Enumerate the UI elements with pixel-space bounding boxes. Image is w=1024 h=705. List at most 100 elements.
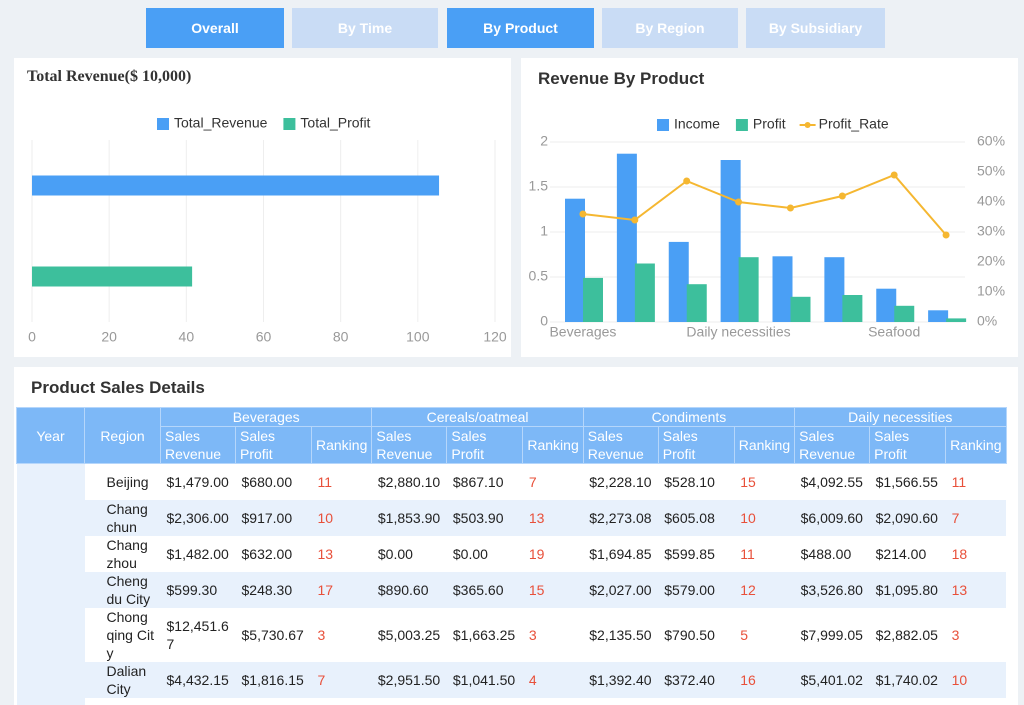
region-cell: Chengdu City [84, 572, 161, 608]
data-cell: 15 [740, 474, 756, 490]
group-header: Condiments [582, 407, 796, 427]
data-cell: $12,451.67 [166, 618, 229, 652]
region-cell: Changchun [84, 500, 161, 536]
data-cell: 13 [522, 500, 584, 536]
data-cell: 12 [734, 572, 795, 608]
table-row: Chongqing City $12,451.67 $5,730.67 3 $5,003… [17, 608, 1007, 662]
data-cell: $2,882.05 [875, 627, 938, 643]
product-panel: Revenue By Product 0 0.5 1 1.5 2 0% 10% 20% 30% 4… [521, 58, 1018, 357]
data-cell: 17 [523, 698, 583, 705]
data-cell: $2,090.60 [869, 500, 946, 536]
bar [634, 263, 655, 322]
data-cell: $365.60 [446, 572, 523, 608]
data-cell: $372.40 [658, 662, 735, 698]
data-cell: $6,009.60 [794, 500, 870, 536]
point [579, 210, 587, 218]
x-tick-label: 40 [179, 329, 195, 345]
table-row: Changchun $2,306.00 $917.00 10 $1,853.90 $503… [17, 500, 1006, 536]
point [786, 204, 794, 212]
data-cell: 18 [951, 546, 968, 562]
data-cell: 10 [734, 500, 795, 536]
sales-table: Year Region Beverages Cereals/oatmeal Condim… [16, 407, 1007, 705]
data-cell: $5,730.67 [241, 627, 304, 643]
legend-swatch [157, 118, 169, 130]
data-cell: $4,092.55 [800, 474, 863, 490]
data-cell: $1,482.00 [166, 546, 229, 562]
data-cell: $0.00 [870, 698, 946, 705]
data-cell: 3 [528, 627, 537, 643]
data-cell: $0.00 [795, 698, 870, 705]
chart: 0 20 40 60 80 100 120 Total_Revenue Total_Profit [28, 115, 507, 345]
data-cell: $214.00 [875, 546, 927, 562]
data-cell: $1,095.80 [869, 572, 946, 608]
data-cell: $2,880.10 [377, 474, 441, 490]
sub-header: Sales Revenue [582, 426, 659, 464]
data-cell: $2,273.08 [583, 500, 659, 536]
tab[interactable]: By Time [292, 8, 438, 48]
sub-header: Sales Revenue [371, 426, 448, 464]
data-cell: $3,526.80 [794, 572, 870, 608]
panel-title: Total Revenue($ 10,000) [27, 68, 192, 85]
data-cell: $488.00 [800, 546, 852, 562]
tab[interactable]: By Region [602, 8, 738, 48]
table-row: Changzhou $1,482.00 $632.00 13 $0.00 $0.00 19 $… [17, 536, 1007, 572]
point [735, 198, 743, 206]
bar [876, 288, 897, 322]
bar [946, 318, 967, 322]
point [890, 171, 898, 179]
header-row: Year Region Beverages Cereals/oatmeal Condim… [16, 407, 1007, 464]
revenue-panel: Total Revenue($ 10,000) 0 20 40 60 80 100 120 T… [14, 58, 511, 357]
x-tick-label: 120 [483, 329, 507, 345]
data-cell: $1,694.85 [589, 546, 652, 562]
table-row: Beijing $1,479.00 $680.00 11 $2,880.10 $867.1… [16, 463, 1007, 705]
data-cell: $5,401.02 [794, 662, 870, 698]
sub-header: Sales Profit [869, 426, 947, 464]
region-cell: Chongqing City [106, 609, 154, 661]
data-cell: 3 [951, 627, 960, 643]
x-tick-label: 0 [28, 329, 36, 345]
sub-header: Ranking [733, 426, 796, 464]
bar [32, 266, 193, 287]
y-tick-label: 2 [540, 133, 548, 149]
bar [616, 153, 637, 322]
data-cell: $867.10 [452, 474, 504, 490]
tab[interactable]: By Product [447, 8, 594, 48]
data-cell: $2,228.10 [589, 474, 652, 490]
bar [790, 296, 811, 322]
table-row: Haikou$260.40$50.4019$618.20$238.2017$2,… [17, 698, 1007, 705]
data-cell: $4,432.15 [160, 662, 236, 698]
sub-header: Sales Revenue [160, 426, 236, 464]
data-cell: $790.50 [664, 627, 715, 643]
bar [824, 257, 845, 322]
data-cell: $260.40 [161, 698, 236, 705]
header-cell: Year [16, 407, 85, 464]
y-tick-label: 0.5 [529, 268, 549, 284]
region-cell: Dalian City [84, 662, 161, 698]
data-cell: $0.00 [452, 546, 488, 562]
data-cell: $2,027.00 [583, 572, 659, 608]
bar [583, 277, 603, 322]
table-row: Chengdu City $599.30 $248.30 17 $890.60 $365.… [17, 572, 1006, 608]
data-cell: 17 [311, 572, 372, 608]
data-cell: $1,853.90 [371, 500, 447, 536]
data-cell: 7 [528, 474, 537, 490]
chart: 00.511.520%10%20%30%40%50%60%Beverages Da… [529, 116, 1006, 340]
data-cell: $7,999.05 [800, 627, 863, 643]
data-cell: $2,135.50 [589, 627, 652, 643]
bar [32, 175, 440, 196]
sub-header: Sales Revenue [794, 426, 871, 464]
data-cell: 19 [528, 546, 545, 562]
data-cell: $2,306.00 [160, 500, 236, 536]
data-cell: $647.50 [658, 698, 734, 705]
year-cell [16, 463, 85, 705]
sub-header: Sales Profit [235, 426, 312, 464]
y2-tick-label: 50% [977, 163, 1005, 179]
tab[interactable]: Overall [146, 8, 284, 48]
x-tick-label: 20 [101, 329, 117, 345]
data-cell: $5,003.25 [377, 627, 441, 643]
tab[interactable]: By Subsidiary [746, 8, 885, 48]
y2-tick-label: 0% [977, 313, 997, 329]
y2-tick-label: 10% [977, 283, 1005, 299]
data-cell: $528.10 [664, 474, 715, 490]
